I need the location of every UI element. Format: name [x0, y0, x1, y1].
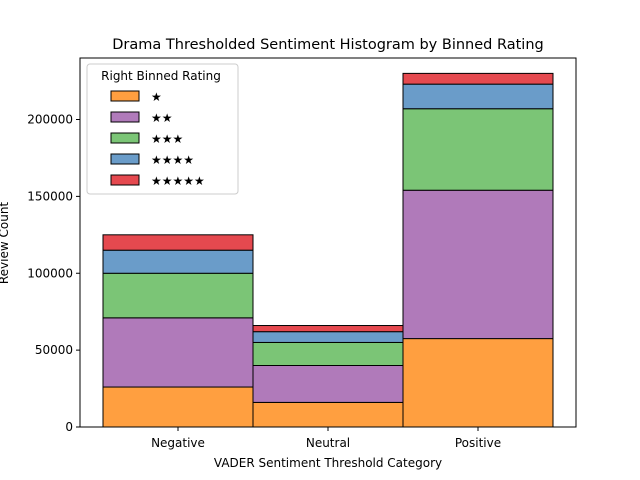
y-tick-label: 0 — [65, 420, 73, 434]
y-axis-label: Review Count — [0, 202, 11, 285]
legend-label: ★★ — [151, 111, 173, 125]
bar-segment-positive-2-star — [402, 189, 554, 340]
bars-group — [102, 72, 554, 428]
legend: Right Binned Rating★★★★★★★★★★★★★★★ — [86, 63, 239, 195]
x-tick-label: Positive — [455, 436, 501, 450]
bar-segment-negative-4-star — [102, 249, 254, 274]
bar-segment-negative-3-star — [102, 272, 254, 319]
ticks-group: 0 50000 100000 150000 200000 Negative Neutral P… — [27, 113, 501, 451]
y-tick-label: 200000 — [27, 113, 73, 127]
x-axis-label: VADER Sentiment Threshold Category — [214, 456, 442, 470]
bar-segment-positive-3-star — [402, 108, 554, 191]
bar-segment-positive-4-star — [402, 83, 554, 110]
legend-label: ★★★★★ — [151, 174, 205, 188]
bar-segment-neutral-2-star — [252, 365, 404, 403]
x-tick-label: Neutral — [306, 436, 350, 450]
legend-swatch — [110, 111, 140, 123]
legend-swatch — [110, 90, 140, 102]
legend-title: Right Binned Rating — [101, 69, 221, 83]
bar-segment-neutral-5-star — [252, 325, 404, 333]
y-tick-label: 150000 — [27, 189, 73, 203]
y-tick-label: 50000 — [35, 343, 73, 357]
bar-segment-neutral-1-star — [252, 401, 404, 428]
bar-segment-negative-1-star — [102, 386, 254, 428]
bar-segment-positive-1-star — [402, 338, 554, 428]
legend-swatch — [110, 132, 140, 144]
legend-label: ★★★★ — [151, 153, 194, 167]
bar-segment-neutral-4-star — [252, 331, 404, 343]
bar-segment-negative-2-star — [102, 317, 254, 388]
bar-segment-positive-5-star — [402, 72, 554, 85]
bar-segment-negative-5-star — [102, 234, 254, 251]
legend-swatch — [110, 153, 140, 165]
chart-title: Drama Thresholded Sentiment Histogram by… — [112, 37, 543, 53]
legend-label: ★★★ — [151, 132, 183, 146]
legend-label: ★ — [151, 90, 162, 104]
legend-swatch — [110, 174, 140, 186]
bar-segment-neutral-3-star — [252, 341, 404, 366]
x-tick-label: Negative — [151, 436, 205, 450]
y-tick-label: 100000 — [27, 266, 73, 280]
